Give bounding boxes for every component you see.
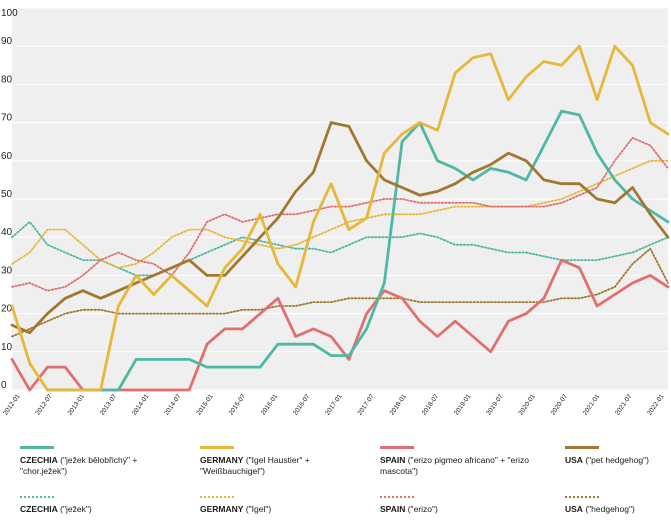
legend-label: CZECHIA ("ježek"): [20, 504, 92, 514]
legend-series-name: ("ježek bělobřichý" + "chor.ježek"): [20, 455, 138, 476]
legend-label: USA ("pet hedgehog"): [565, 455, 649, 465]
series-line-cz_gen: [11, 221, 669, 277]
legend-label: GERMANY ("Igel Haustier" + "Weißbauchige…: [200, 455, 310, 476]
legend-series-name: ("hedgehog"): [582, 504, 635, 514]
x-tick-label: 2020-07: [550, 393, 570, 417]
legend-swatch: [20, 446, 54, 449]
y-tick-label: 40: [1, 227, 13, 238]
legend: CZECHIA ("ježek bělobřichý" + "chor.ježe…: [0, 440, 671, 522]
legend-series-name: ("erizo"): [405, 504, 438, 514]
legend-item-es_gen: SPAIN ("erizo"): [380, 496, 540, 515]
x-tick-label: 2016-07: [292, 393, 312, 417]
y-tick-label: 70: [1, 113, 13, 124]
x-tick-label: 2021-01: [582, 393, 602, 417]
x-tick-label: 2015-07: [228, 393, 248, 417]
legend-country: GERMANY: [200, 455, 244, 465]
legend-item-us_pet: USA ("pet hedgehog"): [565, 446, 665, 466]
x-tick-label: 2019-01: [453, 393, 473, 417]
legend-label: SPAIN ("erizo"): [380, 504, 438, 514]
series-us_pet: [10, 121, 670, 335]
legend-swatch: [200, 496, 234, 498]
x-tick-label: 2014-07: [163, 393, 183, 417]
legend-swatch: [565, 446, 599, 449]
legend-swatch: [565, 496, 599, 498]
legend-series-name: ("erizo pigmeo africano" + "erizo mascot…: [380, 455, 529, 476]
x-tick-label: 2017-01: [324, 393, 344, 417]
series-line-de_pet: [10, 44, 670, 392]
x-tick-label: 2019-07: [485, 393, 505, 417]
legend-label: USA ("hedgehog"): [565, 504, 635, 514]
y-tick-label: 10: [1, 342, 13, 353]
y-tick-label: 50: [1, 189, 13, 200]
legend-series-name: ("pet hedgehog"): [582, 455, 650, 465]
legend-series-name: ("ježek"): [57, 504, 92, 514]
y-tick-label: 30: [1, 265, 13, 276]
series-cz_gen: [11, 221, 669, 277]
legend-country: CZECHIA: [20, 455, 58, 465]
legend-country: USA: [565, 504, 583, 514]
x-tick-label: 2013-07: [99, 393, 119, 417]
legend-item-cz_pet: CZECHIA ("ježek bělobřichý" + "chor.ježe…: [20, 446, 180, 477]
x-tick-label: 2017-07: [356, 393, 376, 417]
series-us_gen: [11, 247, 669, 338]
legend-swatch: [20, 496, 54, 498]
legend-item-cz_gen: CZECHIA ("ježek"): [20, 496, 180, 515]
legend-item-es_pet: SPAIN ("erizo pigmeo africano" + "erizo …: [380, 446, 540, 477]
legend-label: CZECHIA ("ježek bělobřichý" + "chor.ježe…: [20, 455, 137, 476]
series-de_pet: [10, 44, 670, 392]
legend-swatch: [380, 446, 414, 449]
legend-label: GERMANY ("Igel"): [200, 504, 271, 514]
y-tick-label: 20: [1, 304, 13, 315]
legend-item-de_pet: GERMANY ("Igel Haustier" + "Weißbauchige…: [200, 446, 360, 477]
x-tick-label: 2015-01: [195, 393, 215, 417]
legend-item-de_gen: GERMANY ("Igel"): [200, 496, 360, 515]
legend-series-name: ("Igel Haustier" + "Weißbauchigel"): [200, 455, 310, 476]
x-tick-label: 2012-07: [34, 393, 54, 417]
y-tick-label: 90: [1, 36, 13, 47]
legend-swatch: [380, 496, 414, 498]
legend-country: GERMANY: [200, 504, 244, 514]
y-tick-label: 60: [1, 151, 13, 162]
x-tick-label: 2021-07: [614, 393, 634, 417]
x-tick-label: 2016-01: [260, 393, 280, 417]
legend-country: USA: [565, 455, 583, 465]
legend-country: SPAIN: [380, 504, 406, 514]
x-axis-ticks: 2012-01 2012-07 2013-01 2013-07 2014-01 2014-…: [2, 393, 666, 417]
y-tick-label: 80: [1, 74, 13, 85]
series-cz_pet: [46, 109, 670, 392]
y-tick-label: 100: [1, 8, 18, 19]
y-tick-label: 0: [1, 380, 7, 391]
series-line-de_gen: [11, 159, 669, 269]
series-line-es_pet: [10, 258, 670, 392]
x-tick-label: 2020-01: [517, 393, 537, 417]
series-line-cz_pet: [46, 109, 670, 392]
legend-swatch: [200, 446, 234, 449]
series-es_pet: [10, 258, 670, 392]
legend-country: CZECHIA: [20, 504, 58, 514]
legend-item-us_gen: USA ("hedgehog"): [565, 496, 665, 515]
series-line-us_pet: [10, 121, 670, 335]
legend-series-name: ("Igel"): [243, 504, 272, 514]
x-tick-label: 2018-07: [421, 393, 441, 417]
x-tick-label: 2014-01: [131, 393, 151, 417]
series-lines: [10, 44, 670, 392]
legend-label: SPAIN ("erizo pigmeo africano" + "erizo …: [380, 455, 529, 476]
series-de_gen: [11, 159, 669, 269]
legend-country: SPAIN: [380, 455, 406, 465]
x-tick-label: 2022-01: [646, 393, 666, 417]
series-line-us_gen: [11, 247, 669, 338]
x-tick-label: 2013-01: [67, 393, 87, 417]
x-tick-label: 2012-01: [2, 393, 22, 417]
x-tick-label: 2018-01: [389, 393, 409, 417]
y-axis-ticks: 0 10 20 30 40 50 60 70 80 90 100: [1, 8, 18, 391]
